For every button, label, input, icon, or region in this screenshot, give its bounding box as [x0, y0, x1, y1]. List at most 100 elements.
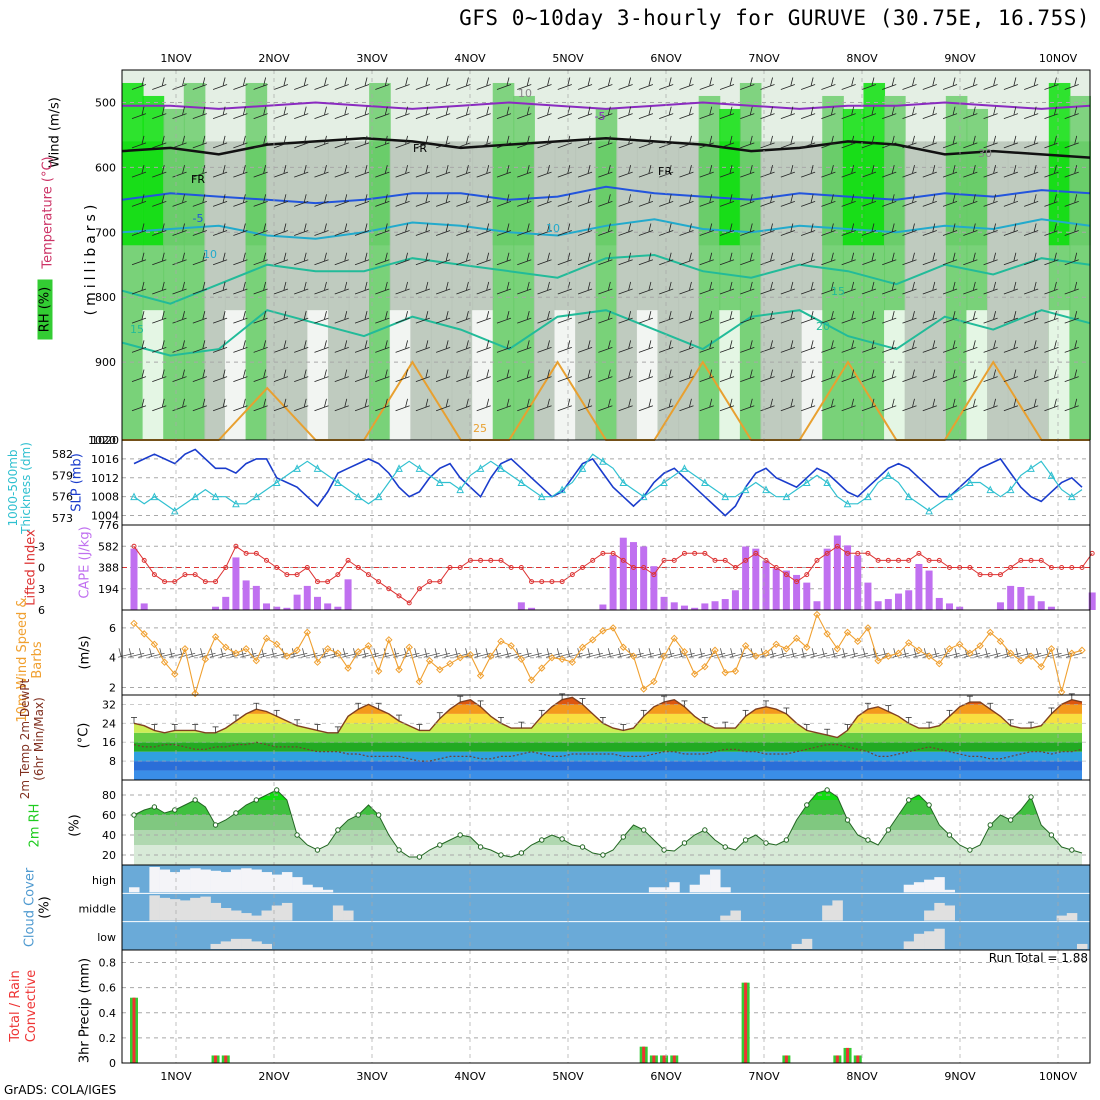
wind-barb: [375, 77, 390, 90]
rh-core: [739, 82, 762, 246]
bottom-date-tick: 4NOV: [454, 1070, 486, 1083]
rh-core: [183, 82, 206, 246]
li-marker: [926, 557, 932, 563]
surface-wind-barb: [138, 648, 155, 658]
precip-conv-bar: [132, 997, 136, 1063]
cape-bar: [1088, 592, 1096, 610]
wind-barb: [699, 369, 714, 382]
wind-barb: [699, 398, 714, 412]
cloud-block-middle: [343, 910, 354, 921]
wind-barb: [598, 135, 613, 149]
wind-barb: [436, 398, 451, 412]
top-date-tick: 4NOV: [454, 52, 486, 65]
wind-barb: [415, 252, 431, 266]
rh-marker: [702, 827, 708, 833]
temp-ytick: 24: [102, 717, 116, 730]
bottom-date-tick: 7NOV: [748, 1070, 780, 1083]
wind-barb: [841, 106, 856, 120]
wind-barb: [638, 223, 654, 236]
cape-bar: [313, 596, 321, 610]
wind-barb: [760, 77, 775, 90]
rh-column: [430, 141, 453, 440]
li-marker: [539, 579, 545, 585]
wind-speed-marker: [823, 630, 831, 638]
wind-barb: [152, 77, 167, 90]
wind-barb: [1064, 252, 1079, 266]
rh-dry-column: [719, 310, 741, 440]
wind-barb: [294, 106, 309, 120]
run-total: Run Total = 1.88: [988, 951, 1088, 965]
li-marker: [834, 543, 840, 549]
wind-speed-marker: [1027, 652, 1035, 660]
thickness-marker: [435, 478, 444, 486]
surface-wind-barb: [851, 648, 869, 658]
wind-barb: [537, 77, 552, 90]
wind-barb: [334, 106, 349, 120]
cloud-block-middle: [730, 910, 741, 921]
rh-ytick: 20: [102, 849, 116, 862]
li-marker: [997, 572, 1003, 578]
wind-barb: [172, 369, 187, 382]
isotherm-1: [121, 136, 1091, 159]
wind-barb: [841, 311, 856, 324]
wind-speed-marker: [884, 652, 893, 660]
wind-barb: [638, 340, 654, 353]
wind-speed-marker: [1037, 662, 1045, 671]
wind-barb: [273, 252, 289, 266]
temp-band: [134, 751, 1082, 762]
li-marker: [1008, 565, 1014, 570]
wind-barb: [415, 398, 431, 412]
cape-ytick: 582: [98, 540, 119, 553]
precip-left-label: Total / Rain Convective: [8, 969, 39, 1043]
wind-barb: [253, 398, 268, 412]
wind-speed-marker: [752, 652, 760, 660]
temp-ytick: 32: [102, 698, 116, 711]
wind-barb: [456, 252, 471, 266]
cape-ytick: 388: [98, 562, 119, 575]
li-marker: [264, 557, 270, 563]
li-ytick: -3: [34, 540, 45, 553]
wind-speed-marker: [181, 645, 189, 653]
wind-barb: [780, 165, 795, 178]
wind-barb: [780, 281, 795, 295]
rh-core: [945, 95, 968, 246]
cape-bar: [293, 594, 301, 610]
wind-barb: [577, 165, 593, 178]
wind-barb: [659, 106, 674, 120]
cape-bar: [752, 548, 760, 610]
wind-barb: [577, 252, 593, 266]
wind-barb: [679, 194, 694, 207]
wind-barb: [415, 106, 431, 120]
wind-speed-marker: [915, 646, 923, 654]
wind-barb: [1003, 106, 1019, 120]
wind-barb: [233, 281, 248, 295]
wind-barb: [902, 252, 917, 266]
wind-barb: [172, 106, 187, 120]
wind-barb: [1003, 165, 1019, 178]
thickness-marker: [639, 492, 648, 501]
wind-barb: [375, 369, 390, 382]
cape-bar: [1047, 606, 1055, 610]
wind-barb: [456, 135, 471, 149]
wind-barb: [395, 369, 410, 382]
wind-speed-marker: [589, 636, 597, 644]
wind-barb: [233, 135, 248, 149]
rh-column: [451, 141, 474, 440]
li-marker: [457, 565, 463, 570]
cloud-block-middle: [241, 913, 252, 921]
wind-barb: [800, 106, 816, 120]
wind-barb: [415, 369, 431, 382]
wind-barb: [719, 398, 735, 412]
cloud-block-middle: [944, 905, 955, 921]
wind-barb: [152, 223, 167, 236]
wind-barb: [517, 223, 532, 236]
wind-barb: [618, 369, 633, 382]
wind-barb: [922, 223, 937, 236]
wind-barb: [942, 135, 958, 149]
cloud-block-middle: [251, 915, 262, 921]
cape-bar: [844, 545, 852, 610]
thickness-marker: [823, 478, 831, 486]
wind-speed-marker: [191, 689, 199, 698]
rh-marker: [131, 812, 137, 818]
wind-barb: [983, 135, 998, 149]
